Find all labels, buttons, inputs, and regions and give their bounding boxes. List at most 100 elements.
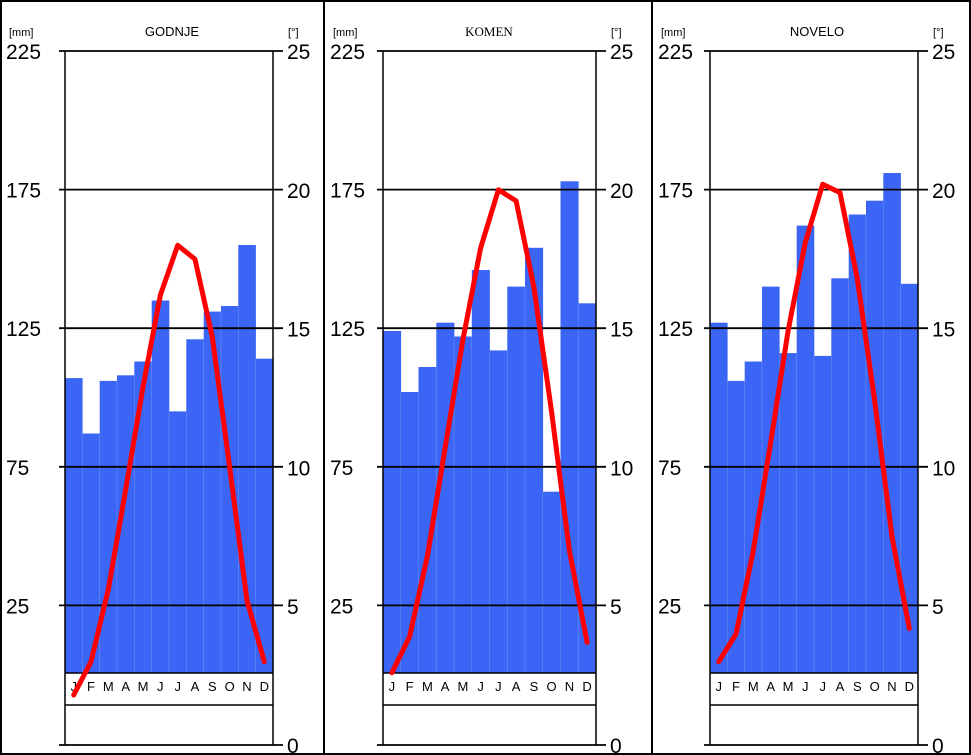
precip-bar [796,225,815,673]
left-tick-label: 175 [6,180,41,203]
left-unit: [mm] [333,27,357,39]
precip-bar [418,367,437,673]
precip-bar [866,200,884,673]
precip-bar [507,286,526,673]
right-tick-label: 0 [287,735,299,755]
month-label: O [870,679,880,694]
precip-bar [65,378,83,673]
month-label: J [174,679,181,694]
month-label: J [157,679,164,694]
precip-bar [542,491,561,673]
precip-bar [151,300,170,673]
precip-bar [82,433,100,673]
left-tick-label: 225 [658,41,693,64]
month-label: A [766,679,775,694]
precip-bar [169,411,187,673]
precip-bar [900,283,919,673]
right-tick-label: 25 [610,41,633,64]
left-tick-label: 75 [6,457,29,480]
precip-bar [560,181,579,674]
right-unit: [°] [288,27,299,39]
precip-bar [727,380,745,673]
month-label: J [715,679,722,694]
chart-panel: J F M A M J J A S O N D22517512575252520151050[mm][… [658,24,955,755]
month-label: A [836,679,845,694]
left-unit: [mm] [9,27,33,39]
precip-bar [221,306,239,673]
month-label: J [477,679,484,694]
precip-bar [489,350,508,673]
precip-bar [99,380,118,673]
precip-bar [255,358,274,673]
precip-bar [710,322,728,673]
month-label: F [732,679,740,694]
precip-bar [400,392,419,673]
month-label: S [530,679,539,694]
month-label: J [802,679,809,694]
right-tick-label: 20 [932,180,955,203]
chart-title: GODNJE [145,24,200,39]
right-tick-label: 0 [610,735,622,755]
month-label: A [512,679,521,694]
right-tick-label: 0 [932,735,944,755]
month-label: M [138,679,149,694]
right-unit: [°] [933,27,944,39]
right-tick-label: 25 [932,41,955,64]
precip-bar [383,331,402,673]
right-tick-label: 20 [610,180,633,203]
precip-bar [762,286,780,673]
month-label: M [748,679,759,694]
month-label: D [260,679,269,694]
left-tick-label: 125 [658,318,693,341]
month-label: A [191,679,200,694]
month-label: D [582,679,591,694]
month-label: J [70,679,77,694]
precip-bar [848,214,867,673]
left-tick-label: 25 [330,595,353,618]
month-label: F [406,679,414,694]
month-label: J [819,679,826,694]
right-tick-label: 5 [610,596,622,619]
right-tick-label: 25 [287,41,310,64]
month-label: O [547,679,557,694]
left-tick-label: 175 [330,180,365,203]
precip-bar [186,339,204,673]
chart-title: KOMEN [465,24,513,39]
month-label: A [441,679,450,694]
right-tick-label: 15 [287,319,310,342]
precip-bar [525,247,544,674]
right-tick-label: 20 [287,180,310,203]
precip-bar [134,361,152,673]
month-label: S [208,679,217,694]
left-tick-label: 25 [6,595,29,618]
temperature-line [389,187,590,676]
precip-bar [471,270,490,673]
right-tick-label: 15 [932,319,955,342]
temperature-line [71,242,267,698]
month-label: D [905,679,914,694]
month-label: F [87,679,95,694]
left-tick-label: 75 [658,457,681,480]
month-label: S [853,679,862,694]
left-tick-label: 175 [658,180,693,203]
left-tick-label: 225 [6,41,41,64]
precip-bar [814,355,832,673]
month-label: M [457,679,468,694]
chart-panel: J F M A M J J A S O N D22517512575252520151050[mm][… [330,24,633,755]
left-tick-label: 75 [330,457,353,480]
month-label: M [783,679,794,694]
temperature-line [716,181,912,665]
right-tick-label: 10 [610,457,633,480]
month-label: N [887,679,896,694]
precip-bar [744,361,763,673]
precip-bar [203,311,222,673]
chart-title: NOVELO [790,24,844,39]
precip-bar [831,278,849,673]
month-label: A [121,679,130,694]
month-label: J [389,679,396,694]
right-unit: [°] [611,27,622,39]
chart-panel: J F M A M J J A S O N D22517512575252520151050[mm][… [6,24,310,755]
month-label: J [495,679,502,694]
